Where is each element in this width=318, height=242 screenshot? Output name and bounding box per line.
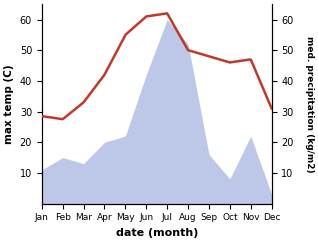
X-axis label: date (month): date (month) <box>115 228 198 238</box>
Y-axis label: med. precipitation (kg/m2): med. precipitation (kg/m2) <box>305 36 314 172</box>
Y-axis label: max temp (C): max temp (C) <box>4 64 14 144</box>
